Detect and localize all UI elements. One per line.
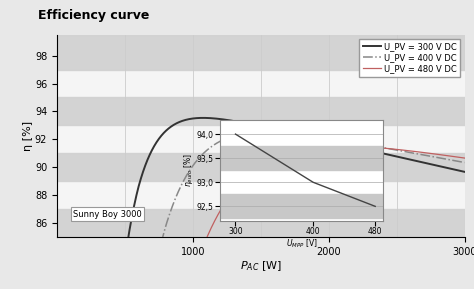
U_PV = 480 V DC — [256, 165, 262, 169]
U_PV = 400 V DC — [263, 130, 268, 134]
Bar — [57, 209, 465, 237]
U_PV = 300 V DC — [377, 151, 383, 154]
U_PV = 480 V DC — [462, 156, 467, 160]
U_PV = 400 V DC — [256, 130, 262, 134]
Y-axis label: η [%]: η [%] — [23, 121, 33, 151]
U_PV = 300 V DC — [246, 122, 251, 125]
U_PV = 400 V DC — [462, 161, 467, 164]
U_PV = 400 V DC — [450, 159, 456, 162]
Bar — [57, 97, 465, 125]
Line: U_PV = 300 V DC: U_PV = 300 V DC — [64, 118, 465, 289]
U_PV = 300 V DC — [462, 170, 467, 174]
U_PV = 400 V DC — [245, 131, 251, 135]
U_PV = 300 V DC — [200, 116, 206, 120]
Line: U_PV = 400 V DC: U_PV = 400 V DC — [64, 132, 465, 289]
Legend: U_PV = 300 V DC, U_PV = 400 V DC, U_PV = 480 V DC: U_PV = 300 V DC, U_PV = 400 V DC, U_PV =… — [359, 39, 460, 77]
Line: U_PV = 480 V DC: U_PV = 480 V DC — [64, 146, 465, 289]
U_PV = 480 V DC — [450, 155, 456, 158]
U_PV = 400 V DC — [377, 145, 383, 149]
U_PV = 300 V DC — [450, 168, 456, 171]
U_PV = 300 V DC — [450, 167, 456, 171]
U_PV = 300 V DC — [256, 124, 262, 127]
U_PV = 480 V DC — [377, 146, 383, 149]
U_PV = 480 V DC — [450, 155, 456, 158]
U_PV = 480 V DC — [245, 174, 251, 177]
U_PV = 480 V DC — [338, 144, 344, 148]
Bar — [57, 153, 465, 181]
U_PV = 400 V DC — [450, 159, 456, 162]
Text: Sunny Boy 3000: Sunny Boy 3000 — [73, 210, 142, 219]
X-axis label: $P_{AC}$ [W]: $P_{AC}$ [W] — [240, 260, 282, 273]
Text: Efficiency curve: Efficiency curve — [38, 9, 149, 22]
Bar — [57, 35, 465, 70]
